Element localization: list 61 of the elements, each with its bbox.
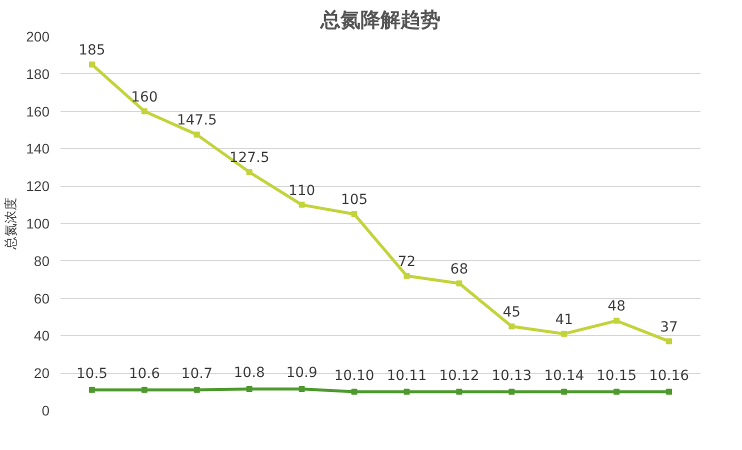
y-tick-label: 120 bbox=[26, 178, 50, 194]
x-tick-label: 10.12 bbox=[439, 368, 480, 384]
point bbox=[246, 169, 252, 176]
x-tick-label: 10.15 bbox=[596, 368, 637, 384]
point bbox=[456, 280, 462, 286]
y-tick-label: 20 bbox=[34, 365, 50, 382]
point bbox=[298, 386, 305, 392]
point bbox=[561, 388, 568, 395]
data-label: 48 bbox=[608, 298, 626, 315]
point bbox=[614, 318, 620, 324]
y-tick-label: 180 bbox=[26, 66, 50, 82]
data-label: 147.5 bbox=[176, 112, 217, 129]
data-label: 185 bbox=[78, 42, 106, 59]
x-tick-label: 10.13 bbox=[492, 368, 532, 384]
data-label: 41 bbox=[555, 312, 574, 328]
x-tick-label: 10.7 bbox=[181, 366, 212, 382]
y-tick-label: 140 bbox=[26, 140, 50, 157]
data-label: 45 bbox=[502, 304, 521, 320]
data-label: 160 bbox=[131, 89, 158, 106]
point bbox=[88, 386, 95, 393]
y-tick-label: 40 bbox=[34, 328, 50, 344]
y-tick-label: 160 bbox=[26, 103, 50, 120]
point bbox=[508, 323, 515, 330]
point bbox=[351, 211, 358, 218]
point bbox=[404, 388, 410, 395]
point bbox=[561, 330, 568, 337]
point bbox=[508, 388, 515, 395]
x-tick-label: 10.8 bbox=[234, 364, 265, 381]
x-tick-label: 10.14 bbox=[544, 368, 584, 384]
y-tick-label: 60 bbox=[34, 290, 50, 306]
x-tick-label: 10.6 bbox=[128, 366, 160, 382]
x-tick-label: 10.16 bbox=[648, 368, 690, 384]
point bbox=[141, 108, 148, 114]
point bbox=[298, 202, 305, 208]
y-tick-label: 200 bbox=[26, 28, 50, 44]
data-label: 68 bbox=[450, 261, 468, 278]
x-tick-label: 10.11 bbox=[386, 368, 427, 384]
point bbox=[614, 388, 620, 395]
y-tick-label: 80 bbox=[34, 252, 50, 269]
point bbox=[141, 386, 148, 393]
y-tick-label: 100 bbox=[26, 216, 50, 232]
point bbox=[246, 386, 252, 392]
data-label: 37 bbox=[660, 319, 678, 336]
x-tick-label: 10.10 bbox=[334, 368, 374, 384]
point bbox=[88, 62, 95, 68]
y-axis-title: 总氮浓度 bbox=[3, 198, 18, 250]
point bbox=[666, 338, 672, 344]
chart-title: 总氮降解趋势 bbox=[320, 8, 440, 32]
x-tick-label: 10.9 bbox=[286, 364, 318, 381]
y-tick-label: 0 bbox=[42, 402, 50, 418]
x-tick-label: 10.5 bbox=[76, 366, 108, 382]
point bbox=[404, 272, 410, 279]
data-label: 127.5 bbox=[229, 150, 270, 166]
data-label: 72 bbox=[398, 254, 416, 270]
data-label: 110 bbox=[288, 182, 316, 199]
point bbox=[194, 386, 200, 393]
point bbox=[666, 388, 672, 395]
point bbox=[351, 388, 358, 395]
data-label: 105 bbox=[340, 192, 368, 208]
point bbox=[194, 132, 200, 138]
point bbox=[456, 388, 462, 395]
